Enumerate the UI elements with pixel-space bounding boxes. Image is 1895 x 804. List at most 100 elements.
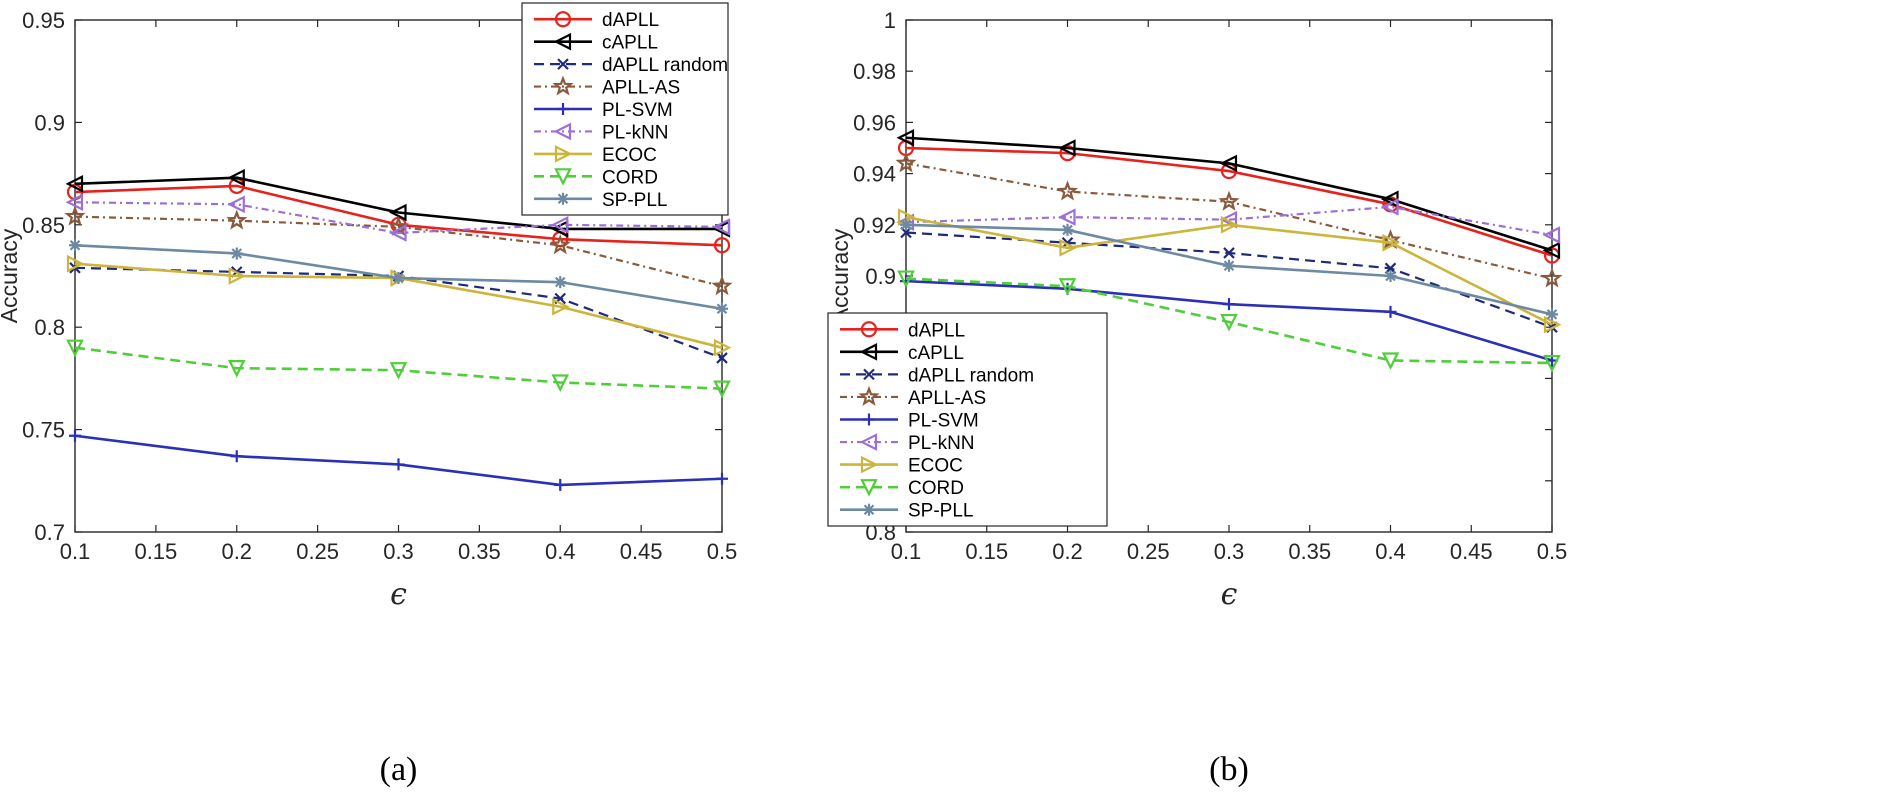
legend-entry: ECOC bbox=[534, 145, 657, 166]
x-tick-label: 0.5 bbox=[707, 539, 738, 564]
x-tick-label: 0.35 bbox=[1288, 539, 1331, 564]
legend-label: APLL-AS bbox=[908, 388, 986, 409]
data-point bbox=[389, 362, 408, 380]
series-line bbox=[905, 277, 1553, 365]
legend-entry: PL-SVM bbox=[840, 411, 979, 432]
series-pl-knn bbox=[65, 193, 731, 242]
legend-label: dAPLL bbox=[908, 320, 965, 341]
legend-entry: PL-SVM bbox=[534, 100, 673, 121]
y-tick-label: 0.94 bbox=[853, 162, 896, 187]
series-line bbox=[74, 184, 723, 247]
legend-label: CORD bbox=[602, 167, 658, 188]
data-point bbox=[712, 218, 731, 236]
data-point bbox=[230, 247, 243, 260]
legend-marker bbox=[859, 343, 878, 361]
legend-marker bbox=[859, 433, 878, 451]
series-cord bbox=[897, 270, 1561, 373]
series-cord bbox=[66, 339, 731, 399]
legend-label: cAPLL bbox=[602, 33, 658, 54]
data-point bbox=[1056, 180, 1079, 201]
x-tick-label: 0.15 bbox=[134, 539, 177, 564]
series-line bbox=[905, 215, 1553, 326]
legend-marker bbox=[557, 58, 569, 70]
legend-marker bbox=[863, 503, 875, 516]
data-point bbox=[896, 128, 915, 147]
y-tick-label: 0.9 bbox=[34, 110, 65, 135]
data-point bbox=[65, 193, 84, 212]
y-tick-label: 0.7 bbox=[34, 520, 65, 545]
legend-label: CORD bbox=[908, 478, 964, 499]
y-tick-label: 0.95 bbox=[22, 8, 65, 33]
series-line bbox=[905, 162, 1553, 280]
y-tick-label: 0.96 bbox=[853, 110, 896, 135]
y-tick-label: 0.9 bbox=[865, 264, 896, 289]
legend-marker bbox=[554, 11, 572, 28]
data-point bbox=[711, 275, 733, 296]
legend-marker bbox=[554, 168, 572, 186]
data-point bbox=[1218, 190, 1240, 211]
data-point bbox=[1058, 278, 1077, 296]
data-point bbox=[716, 352, 728, 364]
data-point bbox=[1219, 154, 1238, 173]
data-point bbox=[1381, 198, 1399, 216]
data-point bbox=[1219, 210, 1238, 229]
legend-entry: SP-PLL bbox=[534, 190, 667, 211]
y-tick-label: 0.98 bbox=[853, 59, 896, 84]
data-point bbox=[65, 175, 84, 193]
data-point bbox=[554, 478, 567, 491]
data-point bbox=[716, 472, 728, 485]
data-point bbox=[1223, 298, 1235, 311]
legend-marker bbox=[860, 455, 879, 474]
legend-entry: PL-kNN bbox=[840, 433, 975, 454]
data-point bbox=[1543, 315, 1562, 334]
series-pl-svm bbox=[69, 429, 728, 491]
data-point bbox=[389, 224, 407, 242]
data-point bbox=[1543, 354, 1561, 373]
legend-label: PL-SVM bbox=[602, 100, 673, 121]
legend-label: SP-PLL bbox=[908, 501, 973, 522]
chart-a: 0.1 0.15 0.2 0.25 0.3 0.35 0.4 0.45 0.5 0.7 0.75 0.… bbox=[0, 2, 738, 788]
legend-entry: PL-kNN bbox=[534, 122, 669, 143]
data-point bbox=[69, 429, 81, 442]
legend-marker bbox=[557, 103, 569, 115]
data-point bbox=[1059, 239, 1077, 257]
legend-entry: APLL-AS bbox=[534, 75, 680, 99]
x-tick-label: 0.2 bbox=[1052, 539, 1083, 564]
x-tick-label: 0.25 bbox=[1127, 539, 1170, 564]
x-tick-label: 0.25 bbox=[296, 539, 339, 564]
legend-label: PL-kNN bbox=[908, 433, 975, 454]
data-point bbox=[392, 458, 405, 471]
legend-marker bbox=[863, 413, 875, 426]
data-point bbox=[392, 272, 405, 285]
data-point bbox=[895, 152, 917, 173]
legend-entry: CORD bbox=[534, 167, 658, 188]
x-axis-label: ϵ bbox=[390, 577, 407, 612]
chart-b: 0.10.150.20.250.30.350.40.450.50.80.820.… bbox=[827, 8, 1567, 788]
series-line bbox=[905, 205, 1553, 237]
legend-entry: APLL-AS bbox=[840, 385, 986, 409]
legend-entry: dAPLL random bbox=[534, 55, 728, 76]
x-tick-label: 0.35 bbox=[458, 539, 501, 564]
legend-label: dAPLL random bbox=[602, 55, 728, 76]
legend-marker bbox=[552, 75, 574, 96]
data-point bbox=[1058, 139, 1076, 157]
x-tick-label: 0.15 bbox=[965, 539, 1008, 564]
legend-marker bbox=[860, 479, 878, 497]
data-point bbox=[66, 254, 85, 273]
data-point bbox=[227, 195, 245, 214]
x-tick-label: 0.5 bbox=[1537, 539, 1568, 564]
data-point bbox=[66, 339, 84, 358]
legend-marker bbox=[554, 145, 573, 163]
series-line bbox=[74, 201, 723, 235]
data-point bbox=[1542, 226, 1561, 244]
legend-entry: CORD bbox=[840, 478, 964, 499]
series-ecoc bbox=[897, 208, 1562, 334]
data-point bbox=[713, 380, 731, 399]
data-point bbox=[1384, 270, 1397, 282]
data-point bbox=[1381, 352, 1400, 370]
legend-entry: ECOC bbox=[840, 456, 963, 477]
data-point bbox=[554, 276, 567, 289]
data-point bbox=[227, 360, 246, 378]
